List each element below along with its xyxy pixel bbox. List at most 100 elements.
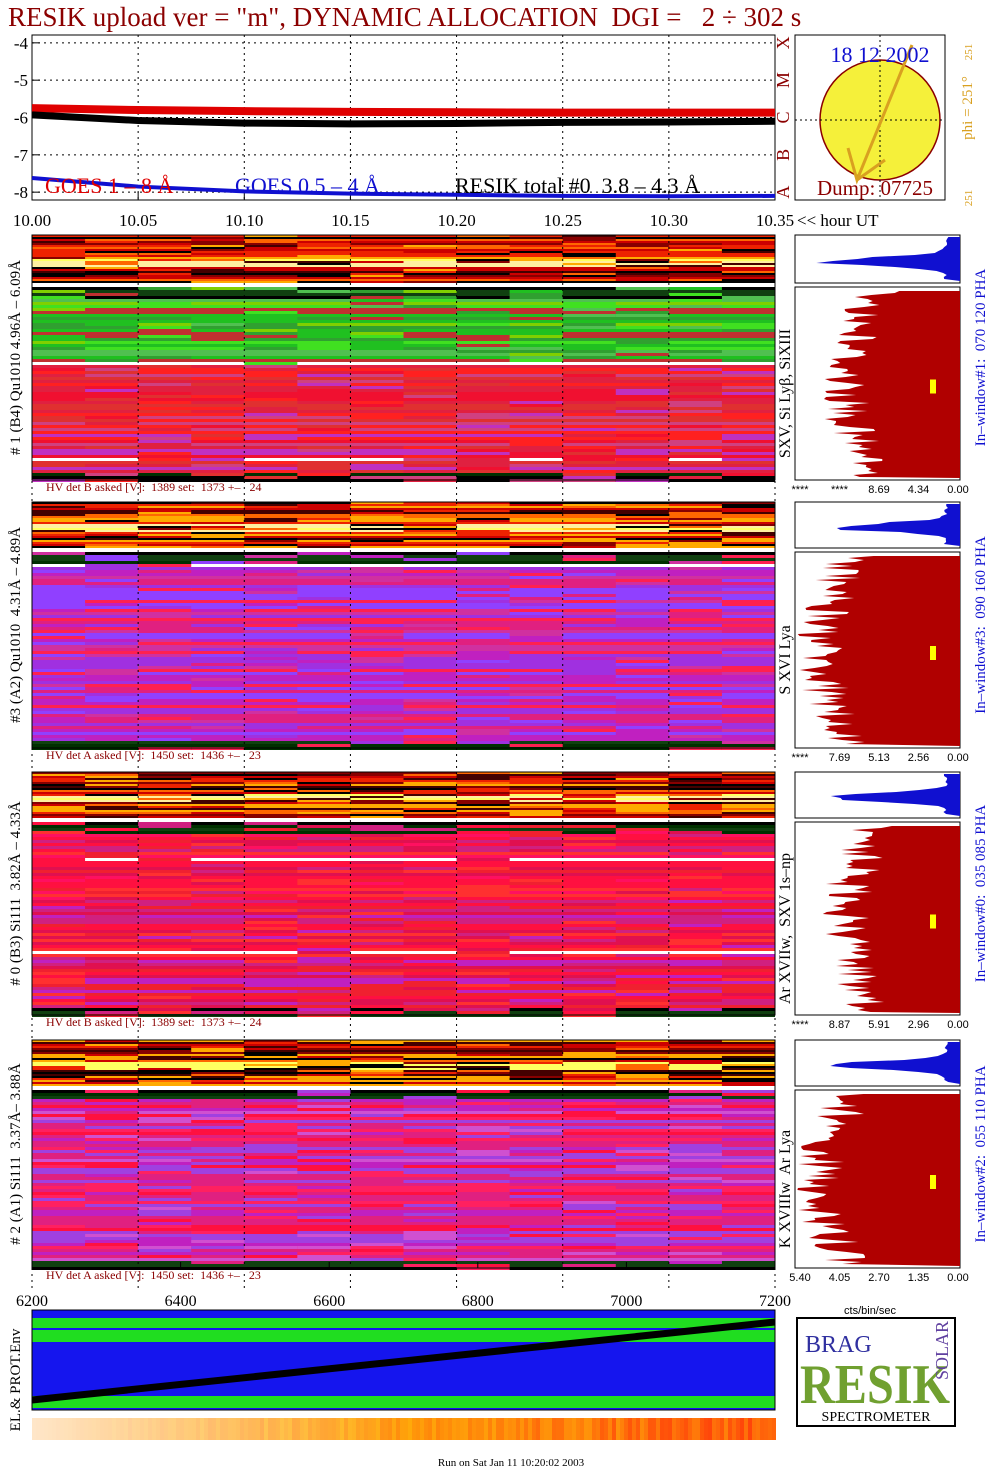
spectrogram-cell (615, 314, 669, 317)
spectrogram-cell (615, 1225, 669, 1228)
spectrogram-cell (615, 1056, 669, 1058)
spectrogram-cell (668, 401, 722, 404)
spectrogram-cell (721, 778, 775, 780)
spectrogram-cell (668, 425, 722, 428)
spectrogram-cell (32, 672, 86, 675)
spectrogram-cell (403, 1102, 457, 1105)
spectrogram-cell (138, 512, 192, 514)
spectrogram-cell (668, 544, 722, 546)
spectrogram-cell (350, 502, 404, 504)
spectrogram-cell (297, 951, 351, 954)
spectrogram-cell (191, 239, 245, 241)
spectrogram-cell (32, 975, 86, 978)
spectrogram-cell (403, 269, 457, 271)
spectrogram-row (32, 714, 775, 717)
spectrogram-row (32, 1168, 775, 1171)
env-strip (340, 1418, 344, 1440)
spectrogram-cell (32, 711, 86, 714)
spectrogram-cell (138, 1068, 192, 1070)
spectrogram-cell (615, 440, 669, 443)
spectrogram-cell (85, 876, 139, 879)
spectrogram-cell (668, 1216, 722, 1219)
spectrogram-cell (403, 502, 457, 504)
spectrogram-cell (191, 1074, 245, 1076)
spectrogram-cell (562, 1052, 616, 1054)
spectrogram-row (32, 398, 775, 401)
legend-entry: RESIK total #0 3.8 – 4.3 Å (455, 173, 700, 198)
spectrogram-cell (403, 852, 457, 855)
spectrogram-cell (668, 1144, 722, 1147)
spectrogram-cell (721, 624, 775, 627)
spectrogram-cell (562, 1050, 616, 1052)
spectrogram-cell (456, 588, 510, 591)
spectrogram-cell (615, 1156, 669, 1159)
spectrogram-cell (138, 1044, 192, 1046)
spectrogram-cell (456, 449, 510, 452)
spectrogram-cell (138, 1186, 192, 1189)
spectrogram-cell (615, 834, 669, 837)
spectrogram-cell (138, 778, 192, 780)
spectrogram-cell (32, 834, 86, 837)
spectrogram-cell (85, 897, 139, 900)
hist-main (797, 1094, 960, 1266)
spectrogram-cell (668, 987, 722, 990)
spectrogram-cell (509, 1225, 563, 1228)
env-strip (232, 1418, 236, 1440)
spectrogram-cell (350, 663, 404, 666)
spectrogram-cell (85, 1153, 139, 1156)
spectrogram-cell (615, 401, 669, 404)
spectrogram-cell (32, 546, 86, 548)
spectrogram-cell (615, 939, 669, 942)
spectrogram-cell (403, 239, 457, 241)
env-strip (716, 1418, 720, 1440)
spectrogram-cell (297, 782, 351, 784)
spectrogram-cell (721, 729, 775, 732)
spectrogram-row (32, 690, 775, 693)
spectrogram-cell (562, 672, 616, 675)
spectrogram-cell (138, 257, 192, 259)
spectrogram-cell (615, 726, 669, 729)
spectrogram-cell (85, 1078, 139, 1080)
spectrogram-cell (244, 329, 298, 332)
spectrogram-cell (403, 1213, 457, 1216)
spectrogram-cell (350, 882, 404, 885)
spectrogram-cell (615, 927, 669, 930)
spectrogram-cell (456, 1228, 510, 1231)
spectrogram-cell (244, 969, 298, 972)
spectrogram-row (32, 933, 775, 936)
spectrogram-cell (509, 1084, 563, 1086)
spectrogram-cell (721, 798, 775, 800)
spectrogram-cell (509, 1234, 563, 1237)
spectrogram-cell (509, 237, 563, 239)
spectrogram-cell (32, 654, 86, 657)
spectrogram-strip (32, 1050, 775, 1052)
env-strip (760, 1418, 764, 1440)
spectrogram-row (32, 894, 775, 897)
spectrogram-row (32, 1156, 775, 1159)
spectrogram-cell (244, 726, 298, 729)
env-strip (160, 1418, 164, 1440)
spectrogram-cell (85, 828, 139, 831)
spectrogram-cell (350, 660, 404, 663)
spectrogram-cell (350, 627, 404, 630)
spectrogram-cell (297, 255, 351, 257)
spectrogram-cell (721, 1090, 775, 1093)
spectrogram-cell (350, 954, 404, 957)
spectrogram-cell (85, 693, 139, 696)
spectrogram-cell (615, 1243, 669, 1246)
spectrogram-cell (615, 279, 669, 281)
spectrogram-row (32, 437, 775, 440)
spectrogram-cell (615, 410, 669, 413)
spectrogram-cell (721, 780, 775, 782)
spectrogram-cell (32, 987, 86, 990)
spectrogram-cell (668, 933, 722, 936)
env-strip (608, 1418, 612, 1440)
spectrogram-cell (244, 603, 298, 606)
spectrogram-strip (32, 257, 775, 259)
spectrogram-cell (456, 1062, 510, 1064)
spectrogram-cell (403, 1066, 457, 1068)
spectrogram-cell (456, 1192, 510, 1195)
spectrogram-cell (562, 1078, 616, 1080)
spectrogram-cell (615, 413, 669, 416)
spectrogram-cell (244, 936, 298, 939)
